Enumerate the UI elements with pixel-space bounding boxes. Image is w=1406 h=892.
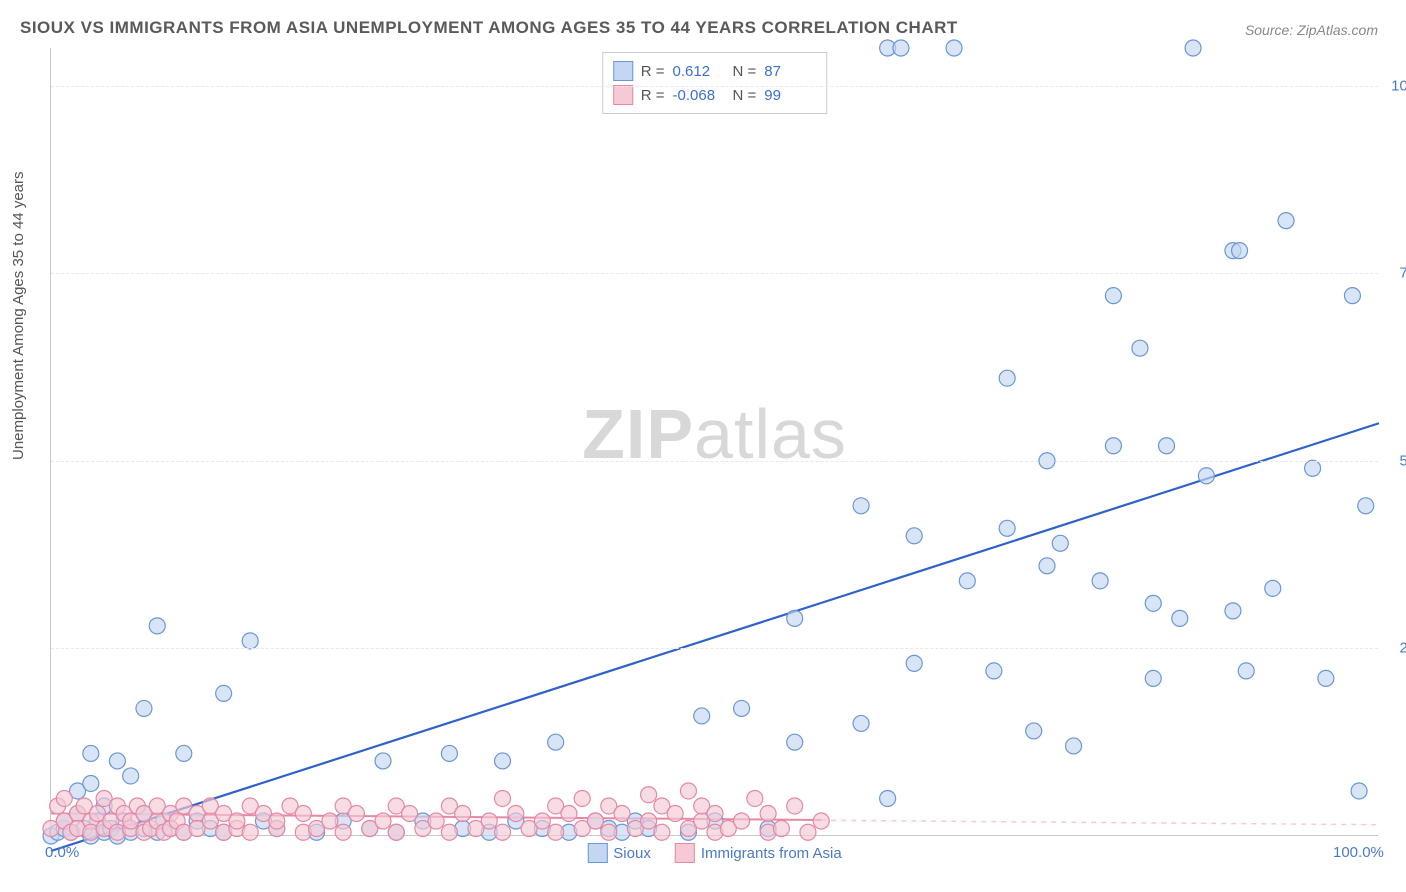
legend-swatch xyxy=(675,843,695,863)
legend-swatch xyxy=(587,843,607,863)
legend-label: Sioux xyxy=(613,845,651,862)
legend-swatch xyxy=(613,61,633,81)
legend-item: Sioux xyxy=(587,843,651,863)
legend-swatch xyxy=(613,85,633,105)
n-label: N = xyxy=(733,87,757,104)
r-label: R = xyxy=(641,87,665,104)
legend-row: R = -0.068 N = 99 xyxy=(613,83,817,107)
chart-plot-area: ZIPatlas R =0.612N =87R =-0.068N =99 Sio… xyxy=(50,48,1378,836)
legend-item: Immigrants from Asia xyxy=(675,843,842,863)
r-label: R = xyxy=(641,63,665,80)
legend-row: R = 0.612 N = 87 xyxy=(613,59,817,83)
y-tick-label: 50.0% xyxy=(1399,452,1406,469)
series-legend: Sioux Immigrants from Asia xyxy=(587,843,841,863)
gridline xyxy=(51,648,1378,649)
y-axis-label: Unemployment Among Ages 35 to 44 years xyxy=(10,171,27,460)
chart-title: SIOUX VS IMMIGRANTS FROM ASIA UNEMPLOYME… xyxy=(20,18,958,38)
y-tick-label: 75.0% xyxy=(1399,265,1406,282)
y-tick-label: 100.0% xyxy=(1391,77,1406,94)
y-tick-label: 25.0% xyxy=(1399,640,1406,657)
n-value: 87 xyxy=(764,63,816,80)
scatter-plot-svg xyxy=(51,48,1378,835)
n-value: 99 xyxy=(764,87,816,104)
x-tick-label: 100.0% xyxy=(1333,844,1384,861)
r-value: 0.612 xyxy=(673,63,725,80)
r-value: -0.068 xyxy=(673,87,725,104)
gridline xyxy=(51,461,1378,462)
gridline xyxy=(51,86,1378,87)
correlation-legend: R = 0.612 N = 87 R = -0.068 N = 99 xyxy=(602,52,828,114)
x-tick-label: 0.0% xyxy=(45,844,79,861)
n-label: N = xyxy=(733,63,757,80)
source-attribution: Source: ZipAtlas.com xyxy=(1245,22,1378,38)
legend-label: Immigrants from Asia xyxy=(701,845,842,862)
gridline xyxy=(51,273,1378,274)
